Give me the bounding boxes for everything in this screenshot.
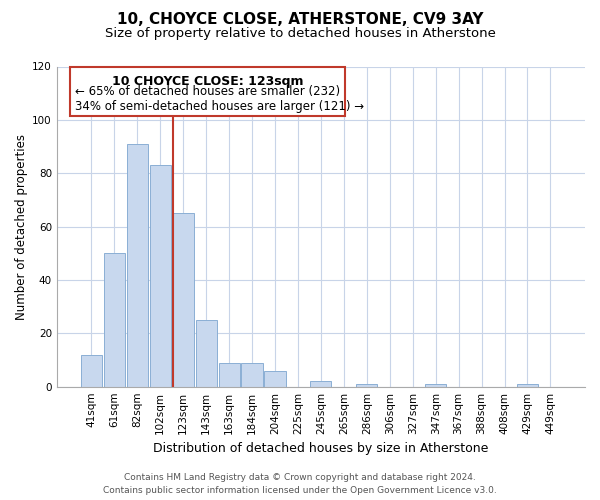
FancyBboxPatch shape — [70, 66, 344, 116]
Bar — [241, 362, 263, 386]
Bar — [149, 165, 171, 386]
Bar — [265, 370, 286, 386]
Bar — [425, 384, 446, 386]
Bar — [127, 144, 148, 386]
Text: ← 65% of detached houses are smaller (232): ← 65% of detached houses are smaller (23… — [75, 86, 340, 98]
Text: Contains HM Land Registry data © Crown copyright and database right 2024.
Contai: Contains HM Land Registry data © Crown c… — [103, 474, 497, 495]
Bar — [218, 362, 239, 386]
Text: Size of property relative to detached houses in Atherstone: Size of property relative to detached ho… — [104, 28, 496, 40]
Text: 10 CHOYCE CLOSE: 123sqm: 10 CHOYCE CLOSE: 123sqm — [112, 74, 303, 88]
X-axis label: Distribution of detached houses by size in Atherstone: Distribution of detached houses by size … — [153, 442, 488, 455]
Bar — [356, 384, 377, 386]
Bar — [104, 254, 125, 386]
Y-axis label: Number of detached properties: Number of detached properties — [15, 134, 28, 320]
Text: 10, CHOYCE CLOSE, ATHERSTONE, CV9 3AY: 10, CHOYCE CLOSE, ATHERSTONE, CV9 3AY — [117, 12, 483, 28]
Bar — [310, 382, 331, 386]
Bar — [517, 384, 538, 386]
Bar — [81, 354, 102, 386]
Text: 34% of semi-detached houses are larger (121) →: 34% of semi-detached houses are larger (… — [75, 100, 364, 113]
Bar — [173, 213, 194, 386]
Bar — [196, 320, 217, 386]
